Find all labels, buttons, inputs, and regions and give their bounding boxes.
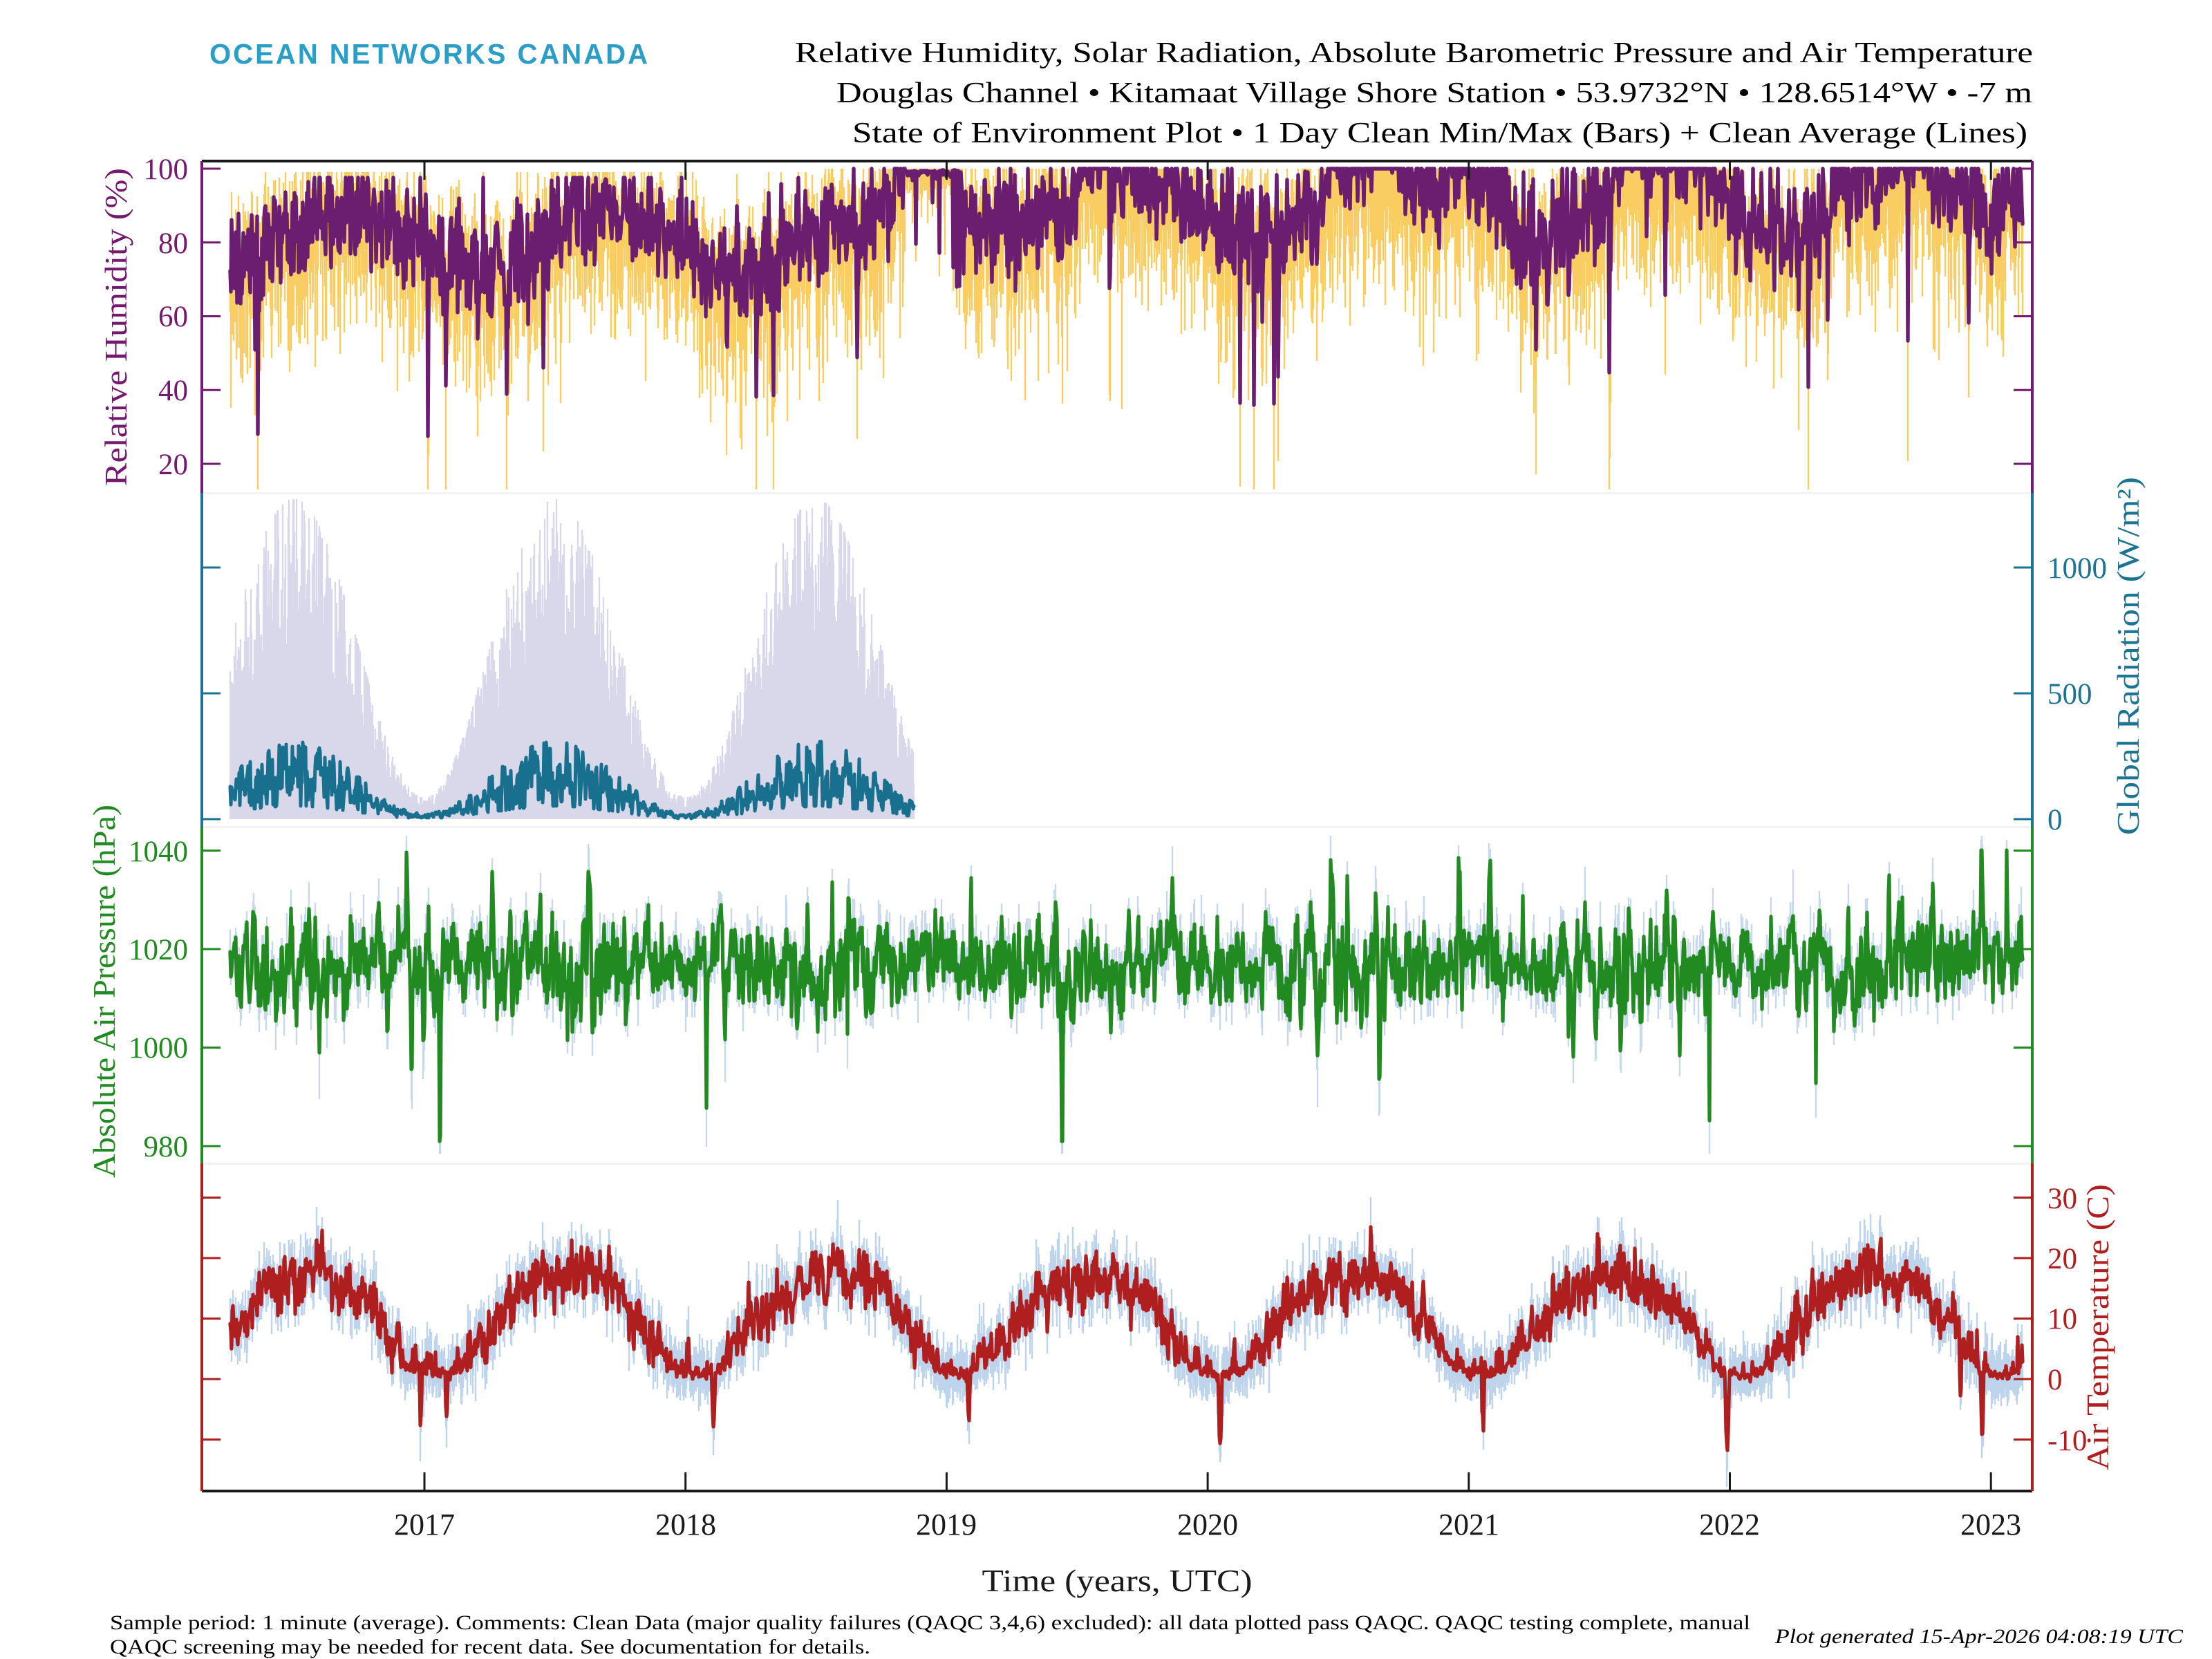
svg-text:Sample period: 1 minute (avera: Sample period: 1 minute (average). Comme… — [110, 1611, 1750, 1634]
svg-text:Absolute Air Pressure (hPa): Absolute Air Pressure (hPa) — [86, 805, 122, 1178]
svg-text:Global Radiation (W/m²): Global Radiation (W/m²) — [2110, 477, 2146, 835]
svg-text:100: 100 — [144, 153, 189, 186]
svg-text:0: 0 — [2047, 1364, 2063, 1396]
svg-text:2019: 2019 — [916, 1508, 977, 1541]
svg-text:Air Temperature (C): Air Temperature (C) — [2080, 1184, 2115, 1470]
svg-text:State of Environment Plot • 1: State of Environment Plot • 1 Day Clean … — [852, 118, 2027, 149]
svg-text:Plot generated 15-Apr-2026 04:: Plot generated 15-Apr-2026 04:08:19 UTC — [1774, 1625, 2184, 1648]
svg-text:2023: 2023 — [1960, 1508, 2021, 1541]
svg-text:2018: 2018 — [655, 1508, 716, 1541]
svg-text:80: 80 — [158, 227, 188, 260]
svg-text:1000: 1000 — [129, 1032, 188, 1065]
svg-text:OCEAN NETWORKS CANADA: OCEAN NETWORKS CANADA — [209, 38, 650, 70]
svg-text:980: 980 — [144, 1131, 189, 1163]
svg-text:0: 0 — [2047, 804, 2063, 836]
svg-text:20: 20 — [2047, 1243, 2077, 1275]
svg-text:10: 10 — [2047, 1303, 2077, 1335]
svg-text:40: 40 — [158, 375, 188, 407]
svg-text:60: 60 — [158, 301, 188, 333]
svg-text:2021: 2021 — [1438, 1508, 1499, 1541]
svg-text:20: 20 — [158, 449, 188, 481]
svg-text:30: 30 — [2047, 1183, 2077, 1215]
svg-text:1040: 1040 — [129, 836, 188, 868]
svg-text:QAQC screening may be needed f: QAQC screening may be needed for recent … — [110, 1635, 870, 1658]
svg-text:2020: 2020 — [1177, 1508, 1238, 1541]
svg-text:Time (years, UTC): Time (years, UTC) — [982, 1563, 1253, 1598]
svg-text:1020: 1020 — [129, 934, 188, 966]
svg-text:Relative Humidity (%): Relative Humidity (%) — [98, 168, 133, 486]
svg-text:1000: 1000 — [2047, 552, 2107, 585]
svg-text:Relative Humidity, Solar Radia: Relative Humidity, Solar Radiation, Abso… — [795, 37, 2033, 69]
svg-text:Douglas Channel • Kitamaat Vil: Douglas Channel • Kitamaat Village Shore… — [836, 77, 2032, 109]
svg-text:2022: 2022 — [1699, 1508, 1760, 1541]
svg-text:2017: 2017 — [394, 1508, 455, 1541]
svg-text:-10: -10 — [2047, 1425, 2087, 1457]
svg-text:500: 500 — [2047, 678, 2092, 711]
